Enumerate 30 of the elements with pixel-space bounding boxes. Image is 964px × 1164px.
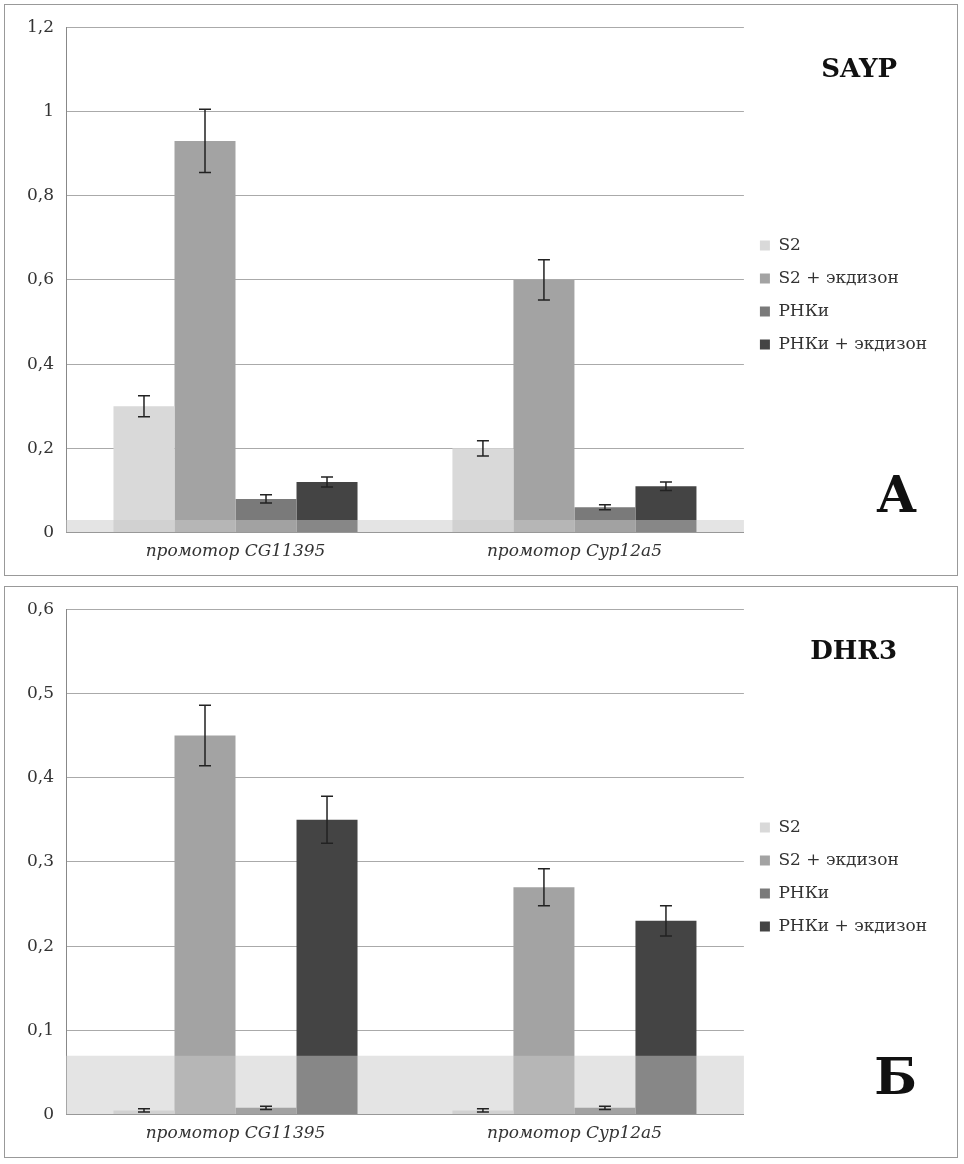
x-tick-label: промотор Cyp12a5: [486, 1122, 663, 1143]
y-tick-label: 0,4: [26, 352, 55, 373]
y-tick-label: 0,8: [26, 184, 55, 205]
text: А: [876, 465, 917, 525]
y-tick-label: 0,6: [26, 268, 55, 289]
y-tick-label: 0: [43, 521, 55, 542]
y-tick-label: 0,3: [26, 850, 55, 871]
legend-label: РНКи: [778, 299, 830, 320]
legend-label: S2: [778, 233, 801, 254]
legend-label: S2 + экдизон: [778, 848, 899, 869]
y-tick-label: 0,1: [26, 1018, 55, 1039]
y-tick-label: 0,2: [26, 934, 55, 955]
y-tick-label: 1: [43, 99, 55, 120]
y-tick-label: 0,5: [26, 681, 55, 702]
y-tick-label: 0,4: [26, 766, 55, 787]
y-tick-label: 0: [43, 1103, 55, 1124]
y-tick-label: 0,2: [26, 436, 55, 457]
legend-label: S2: [778, 815, 801, 836]
y-tick-label: 1,2: [26, 15, 55, 36]
y-tick-label: 0,6: [26, 597, 55, 618]
text: DHR3: [810, 635, 897, 665]
legend-label: РНКи: [778, 881, 830, 902]
legend-label: S2 + экдизон: [778, 266, 899, 287]
text: Б: [874, 1047, 917, 1107]
legend-label: РНКи + экдизон: [778, 332, 928, 353]
x-tick-label: промотор CG11395: [145, 1122, 326, 1143]
text: SAYP: [821, 53, 897, 83]
legend-label: РНКи + экдизон: [778, 914, 928, 935]
x-tick-label: промотор CG11395: [145, 540, 326, 561]
x-tick-label: промотор Cyp12a5: [486, 540, 663, 561]
